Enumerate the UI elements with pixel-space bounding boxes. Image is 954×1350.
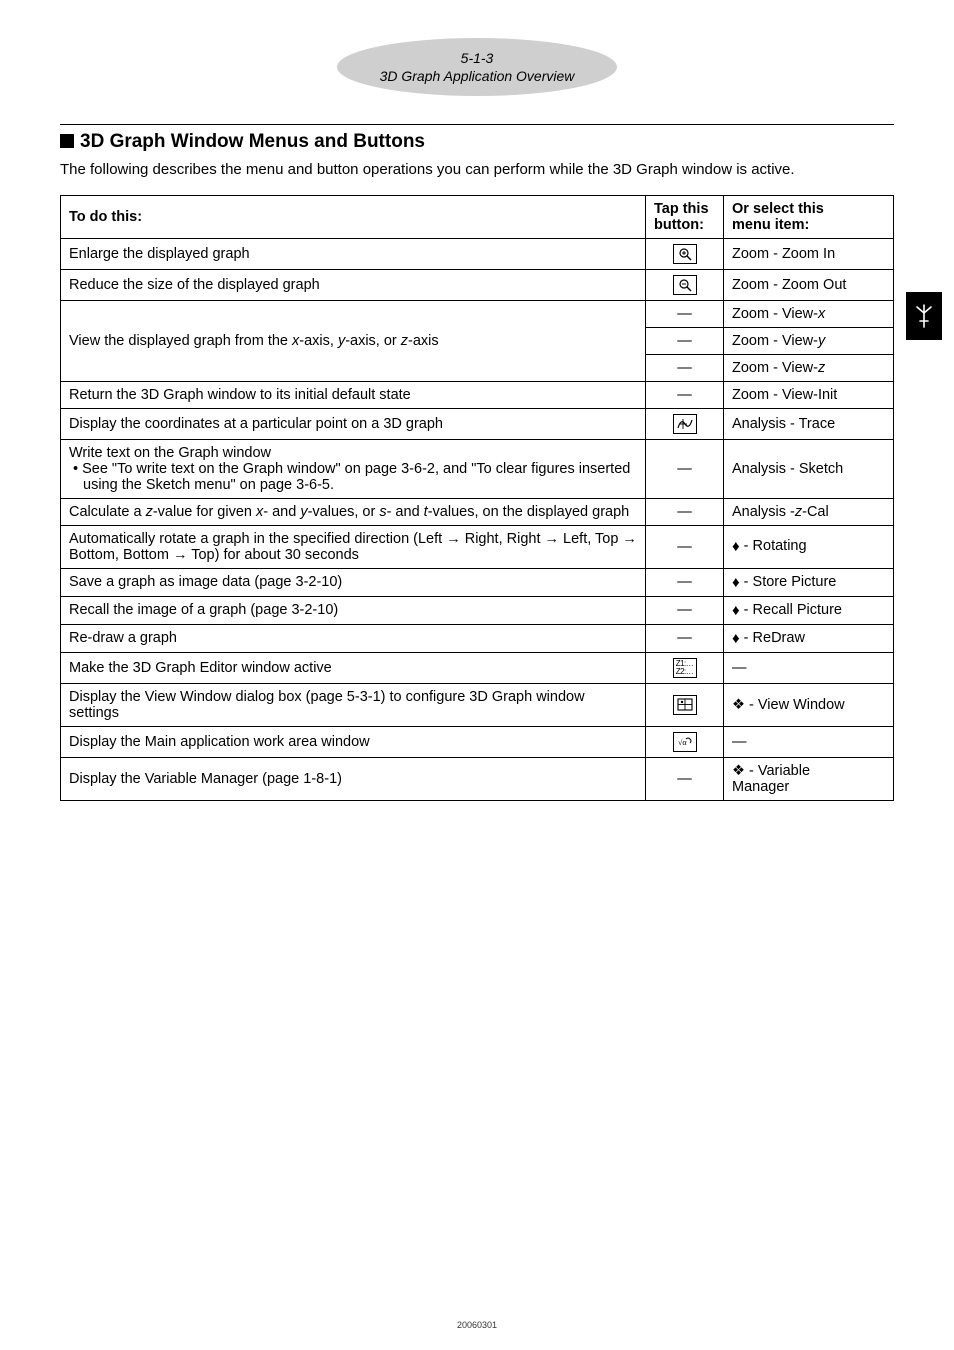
table-row: Display the coordinates at a particular … bbox=[61, 408, 894, 439]
cell-btn: — bbox=[646, 327, 724, 354]
cell-menu: — bbox=[724, 726, 894, 757]
cell-menu: Zoom - View-x bbox=[724, 300, 894, 327]
side-tab bbox=[906, 292, 942, 340]
header-code: 5-1-3 bbox=[461, 49, 494, 67]
cell-menu: ♦ - ReDraw bbox=[724, 624, 894, 652]
cell-btn: Z1:…Z2:… bbox=[646, 652, 724, 683]
table-row: Recall the image of a graph (page 3-2-10… bbox=[61, 596, 894, 624]
cell-desc: Write text on the Graph window • See "To… bbox=[61, 439, 646, 498]
cell-btn: — bbox=[646, 568, 724, 596]
cell-desc: Display the Variable Manager (page 1-8-1… bbox=[61, 757, 646, 800]
cell-btn: — bbox=[646, 624, 724, 652]
cell-desc: Make the 3D Graph Editor window active bbox=[61, 652, 646, 683]
cell-desc: Recall the image of a graph (page 3-2-10… bbox=[61, 596, 646, 624]
footer-date: 20060301 bbox=[0, 1320, 954, 1330]
cell-desc: Automatically rotate a graph in the spec… bbox=[61, 525, 646, 568]
settings-heart-icon: ❖ bbox=[732, 763, 745, 779]
side-tab-icon bbox=[914, 303, 934, 329]
table-row: View the displayed graph from the x-axis… bbox=[61, 300, 894, 327]
col-button-l1: Tap this bbox=[654, 201, 709, 217]
table-row: Calculate a z-value for given x- and y-v… bbox=[61, 498, 894, 525]
cell-menu: Zoom - View-z bbox=[724, 354, 894, 381]
cell-desc: View the displayed graph from the x-axis… bbox=[61, 300, 646, 381]
col-button: Tap this button: bbox=[646, 195, 724, 238]
menu-button-table: To do this: Tap this button: Or select t… bbox=[60, 195, 894, 801]
zoom-in-icon[interactable] bbox=[673, 244, 697, 264]
cell-btn bbox=[646, 269, 724, 300]
cell-btn: — bbox=[646, 439, 724, 498]
zoom-out-icon[interactable] bbox=[673, 275, 697, 295]
cell-btn: — bbox=[646, 300, 724, 327]
table-row: Make the 3D Graph Editor window active Z… bbox=[61, 652, 894, 683]
heading-square-icon bbox=[60, 134, 74, 148]
cell-btn bbox=[646, 408, 724, 439]
cell-desc: Reduce the size of the displayed graph bbox=[61, 269, 646, 300]
col-button-l2: button: bbox=[654, 217, 704, 233]
spade-icon: ♦ bbox=[732, 630, 740, 647]
cell-btn bbox=[646, 238, 724, 269]
table-row: Automatically rotate a graph in the spec… bbox=[61, 525, 894, 568]
table-row: Save a graph as image data (page 3-2-10)… bbox=[61, 568, 894, 596]
col-menu-l2: menu item: bbox=[732, 217, 809, 233]
settings-heart-icon: ❖ bbox=[732, 697, 745, 713]
cell-menu: Analysis -z-Cal bbox=[724, 498, 894, 525]
main-app-icon[interactable]: √α bbox=[673, 732, 697, 752]
cell-menu: ♦ - Store Picture bbox=[724, 568, 894, 596]
col-menu-l1: Or select this bbox=[732, 201, 824, 217]
section-intro: The following describes the menu and but… bbox=[60, 159, 894, 181]
table-row: Display the View Window dialog box (page… bbox=[61, 683, 894, 726]
cell-btn: √α bbox=[646, 726, 724, 757]
cell-menu: ❖ - VariableManager bbox=[724, 757, 894, 800]
view-window-icon[interactable] bbox=[673, 695, 697, 715]
section-heading-text: 3D Graph Window Menus and Buttons bbox=[80, 131, 425, 152]
cell-btn: — bbox=[646, 381, 724, 408]
table-row: Enlarge the displayed graph Zoom - Zoom … bbox=[61, 238, 894, 269]
cell-btn: — bbox=[646, 757, 724, 800]
spade-icon: ♦ bbox=[732, 538, 740, 555]
spade-icon: ♦ bbox=[732, 574, 740, 591]
editor-icon[interactable]: Z1:…Z2:… bbox=[673, 658, 697, 678]
cell-menu: ❖ - View Window bbox=[724, 683, 894, 726]
rule-top bbox=[60, 124, 894, 125]
cell-menu: Zoom - Zoom Out bbox=[724, 269, 894, 300]
col-todo: To do this: bbox=[61, 195, 646, 238]
cell-btn: — bbox=[646, 525, 724, 568]
header-title: 3D Graph Application Overview bbox=[380, 67, 575, 85]
table-row: Re-draw a graph — ♦ - ReDraw bbox=[61, 624, 894, 652]
cell-desc: Display the Main application work area w… bbox=[61, 726, 646, 757]
trace-icon[interactable] bbox=[673, 414, 697, 434]
cell-menu: Zoom - Zoom In bbox=[724, 238, 894, 269]
cell-btn: — bbox=[646, 354, 724, 381]
cell-menu: ♦ - Rotating bbox=[724, 525, 894, 568]
header-badge: 5-1-3 3D Graph Application Overview bbox=[337, 38, 617, 96]
cell-btn bbox=[646, 683, 724, 726]
cell-desc: Save a graph as image data (page 3-2-10) bbox=[61, 568, 646, 596]
table-row: Display the Main application work area w… bbox=[61, 726, 894, 757]
cell-menu: Analysis - Sketch bbox=[724, 439, 894, 498]
table-row: Return the 3D Graph window to its initia… bbox=[61, 381, 894, 408]
cell-btn: — bbox=[646, 498, 724, 525]
spade-icon: ♦ bbox=[732, 602, 740, 619]
col-menu: Or select this menu item: bbox=[724, 195, 894, 238]
cell-menu: ♦ - Recall Picture bbox=[724, 596, 894, 624]
table-header-row: To do this: Tap this button: Or select t… bbox=[61, 195, 894, 238]
cell-desc: Re-draw a graph bbox=[61, 624, 646, 652]
cell-btn: — bbox=[646, 596, 724, 624]
table-row: Display the Variable Manager (page 1-8-1… bbox=[61, 757, 894, 800]
cell-menu: Analysis - Trace bbox=[724, 408, 894, 439]
section-heading: 3D Graph Window Menus and Buttons bbox=[60, 131, 894, 153]
cell-desc: Calculate a z-value for given x- and y-v… bbox=[61, 498, 646, 525]
cell-desc: Return the 3D Graph window to its initia… bbox=[61, 381, 646, 408]
cell-menu: — bbox=[724, 652, 894, 683]
cell-desc: Display the View Window dialog box (page… bbox=[61, 683, 646, 726]
cell-desc: Enlarge the displayed graph bbox=[61, 238, 646, 269]
table-row: Reduce the size of the displayed graph Z… bbox=[61, 269, 894, 300]
cell-desc: Display the coordinates at a particular … bbox=[61, 408, 646, 439]
table-row: Write text on the Graph window • See "To… bbox=[61, 439, 894, 498]
cell-menu: Zoom - View-Init bbox=[724, 381, 894, 408]
cell-menu: Zoom - View-y bbox=[724, 327, 894, 354]
svg-text:√α: √α bbox=[678, 738, 687, 747]
